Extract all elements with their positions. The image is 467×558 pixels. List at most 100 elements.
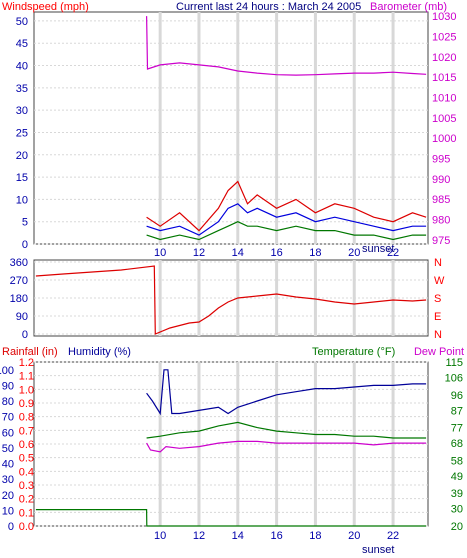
windspeed-tick-label: 0 [22, 239, 28, 251]
humidity-tick-label: 60 [2, 427, 14, 439]
direction-degree-tick-labels: 0 90 180 270 360 [10, 257, 28, 341]
wind-baro-series-line [146, 203, 427, 236]
direction-degree-tick-label: 0 [22, 329, 28, 341]
rainfall-tick-label: 0.6 [19, 439, 34, 451]
humidity-tick-label: 40 [2, 459, 14, 471]
rain-humidity-temp-x-tick-label: 14 [232, 530, 244, 542]
wind-baro-series-line [146, 180, 427, 232]
windspeed-tick-label: 30 [16, 105, 28, 117]
temperature-tick-label: 87 [451, 405, 463, 417]
wind-baro-x-tick-label: 18 [309, 247, 321, 259]
rain-humidity-temp-series [35, 369, 427, 527]
rainfall-tick-label: 0.1 [19, 507, 34, 519]
chart-title: Current last 24 hours : March 24 2005 [176, 1, 361, 13]
windspeed-tick-label: 45 [16, 38, 28, 50]
temperature-tick-label: 77 [451, 423, 463, 435]
windspeed-tick-label: 20 [16, 150, 28, 162]
direction-degree-tick-label: 90 [16, 311, 28, 323]
rainfall-tick-label: 1.2 [19, 357, 34, 369]
windspeed-tick-label: 15 [16, 172, 28, 184]
windspeed-tick-label: 40 [16, 61, 28, 73]
rain-humidity-temp-series-line [146, 421, 427, 439]
windspeed-tick-label: 10 [16, 194, 28, 206]
humidity-tick-label: 0 [8, 521, 14, 533]
barometer-tick-label: 1030 [432, 11, 456, 23]
barometer-tick-label: 990 [432, 174, 450, 186]
windspeed-axis-title: Windspeed (mph) [2, 1, 89, 13]
windspeed-tick-label: 5 [22, 217, 28, 229]
barometer-tick-label: 985 [432, 194, 450, 206]
humidity-tick-label: 20 [2, 490, 14, 502]
rainfall-tick-label: 0.9 [19, 398, 34, 410]
direction-compass-tick-label: S [434, 293, 441, 305]
temperature-tick-label: 58 [451, 455, 463, 467]
rain-humidity-temp-x-tick-label: 22 [387, 530, 399, 542]
rainfall-tick-label: 1.1 [19, 371, 34, 383]
wind-baro-x-tick-label: 22 [387, 247, 399, 259]
rainfall-tick-label: 0.8 [19, 412, 34, 424]
dewpoint-axis-title: Dew Point [414, 346, 464, 358]
barometer-tick-labels: 975 980 985 990 995 1000 1005 1010 1015 1020 1025 1… [432, 11, 456, 247]
humidity-tick-label: 50 [2, 443, 14, 455]
humidity-tick-label: 80 [2, 396, 14, 408]
windspeed-tick-label: 35 [16, 83, 28, 95]
rainfall-tick-labels: 0.0 0.10.2 0.3 0.40.5 0.6 0.70.8 0.9 1.01.1 1.2 [19, 357, 34, 533]
humidity-tick-label: 30 [2, 474, 14, 486]
rainfall-tick-label: 0.5 [19, 453, 34, 465]
temperature-axis-title: Temperature (°F) [312, 346, 395, 358]
direction-degree-tick-label: 360 [10, 257, 28, 269]
wind-baro-x-tick-label: 16 [270, 247, 282, 259]
wind-baro-series [146, 16, 427, 241]
wind-direction-series-line [35, 265, 427, 335]
rain-humidity-temp-x-tick-label: 20 [348, 530, 360, 542]
humidity-tick-label: 70 [2, 412, 14, 424]
rainfall-tick-label: 0.7 [19, 425, 34, 437]
rain-humidity-temp-xlabel: sunset [362, 544, 394, 556]
wind-baro-series-line [146, 221, 427, 241]
wind-baro-x-tick-label: 12 [193, 247, 205, 259]
rain-humidity-temp-x-tick-label: 18 [309, 530, 321, 542]
direction-compass-tick-label: N [434, 329, 442, 341]
rain-humidity-temp-panel: 0.00.10.20.30.40.50.60.70.80.91.01.11.2 … [0, 346, 464, 556]
wind-baro-series-line [146, 16, 427, 76]
rain-humidity-temp-series-line [35, 509, 427, 527]
direction-degree-tick-label: 180 [10, 293, 28, 305]
rainfall-tick-label: 1.0 [19, 384, 34, 396]
rain-humidity-temp-series-line [146, 369, 427, 416]
rainfall-tick-label: 0.0 [19, 521, 34, 533]
temperature-tick-label: 49 [451, 471, 463, 483]
temperature-tick-label: 30 [451, 504, 463, 516]
rain-humidity-temp-x-tick-label: 12 [193, 530, 205, 542]
direction-compass-tick-label: E [434, 311, 441, 323]
temperature-tick-label: 39 [451, 488, 463, 500]
rainfall-tick-label: 0.3 [19, 480, 34, 492]
barometer-axis-title: Barometer (mb) [370, 1, 447, 13]
windspeed-tick-labels: 0 5 10 15 20 25 30 35 40 45 50 [16, 16, 28, 251]
barometer-tick-label: 1025 [432, 31, 456, 43]
windspeed-tick-label: 50 [16, 16, 28, 28]
humidity-tick-labels: 0 10 20 30 40 50 60 70 80 90 100 [0, 365, 14, 533]
barometer-tick-label: 1000 [432, 133, 456, 145]
humidity-tick-label: 100 [0, 365, 14, 377]
barometer-tick-label: 1020 [432, 52, 456, 64]
humidity-axis-title: Humidity (%) [68, 346, 131, 358]
humidity-tick-label: 90 [2, 380, 14, 392]
temperature-tick-labels: 20 30 39 49 58 68 77 87 96 106 115 [445, 357, 463, 533]
wind-baro-x-tick-labels: 10 12 14 16 18 20 22 [154, 247, 399, 259]
rain-humidity-temp-gridlines [34, 361, 428, 527]
temperature-tick-label: 68 [451, 438, 463, 450]
rain-humidity-temp-series-line [146, 440, 427, 453]
wind-direction-gridlines [34, 260, 428, 336]
rain-humidity-temp-x-tick-label: 16 [270, 530, 282, 542]
wind-baro-x-tick-label: 14 [232, 247, 244, 259]
rainfall-tick-label: 0.4 [19, 466, 34, 478]
wind-baro-xlabel: sunset [362, 243, 394, 255]
direction-compass-tick-label: N [434, 257, 442, 269]
wind-baro-frame [33, 11, 429, 245]
wind-baro-x-tick-label: 10 [154, 247, 166, 259]
wind-direction-series [35, 265, 427, 335]
temperature-tick-label: 20 [451, 521, 463, 533]
direction-degree-tick-label: 270 [10, 275, 28, 287]
